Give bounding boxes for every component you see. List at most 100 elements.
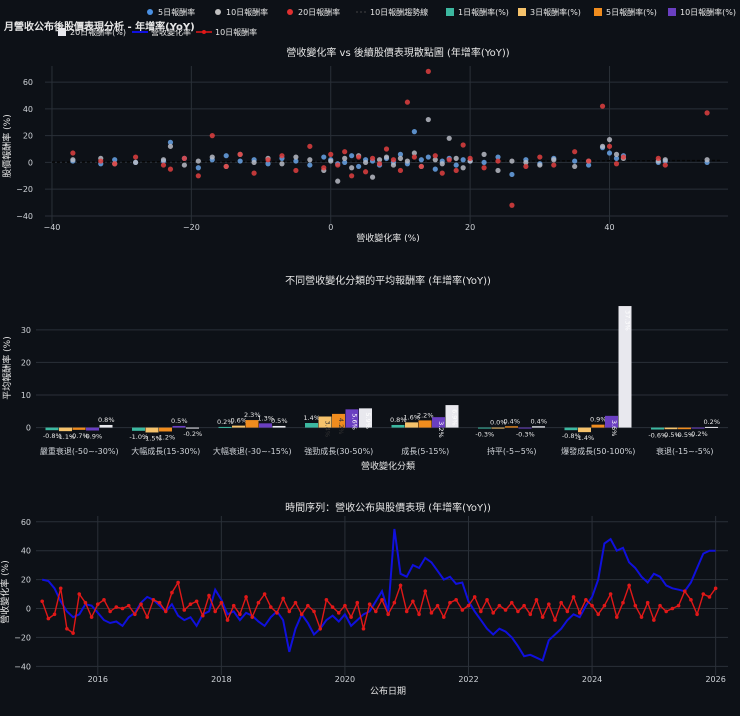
bar-1-2 (218, 426, 232, 428)
legend[interactable]: 5日報酬率 10日報酬率 20日報酬率 10日報酬趨勢線 1日報酬率(%) 3日報酬率(%… (58, 7, 736, 37)
point-10-3 (349, 165, 355, 171)
marker-10-48 (336, 611, 341, 615)
point-5-13 (418, 157, 424, 163)
marker-10-33 (244, 595, 248, 599)
point-10-1 (335, 178, 341, 184)
bar-3-3 (318, 416, 332, 428)
bar-10-1 (172, 425, 186, 428)
point-10-5 (362, 159, 369, 166)
marker-10-32 (238, 612, 242, 617)
point-10-11 (404, 158, 411, 164)
bar-10-7 (691, 427, 705, 429)
point-10--5 (293, 154, 299, 160)
point-20--13 (237, 151, 243, 157)
point-20--1 (321, 165, 327, 171)
point-10-19 (460, 165, 466, 171)
marker-10-25 (194, 599, 199, 604)
bar-label-20-6: 37.3% (623, 310, 631, 331)
marker-10-84 (559, 600, 563, 605)
point-20-14 (425, 68, 431, 74)
marker-10-85 (565, 609, 570, 614)
marker-10-90 (596, 612, 601, 617)
bar-1-4 (391, 424, 405, 428)
bar-label-1-1: -1.0% (129, 433, 148, 441)
ts-ytick: 40 (21, 547, 31, 556)
bar-xlabel: 營收變化分類 (361, 460, 415, 472)
bar-label-10-1: 0.5% (171, 417, 188, 425)
page-title: 月營收公布後股價表現分析 - 年增率(YoY) (3, 20, 195, 33)
marker-10-62 (423, 589, 428, 593)
scatter-grid: −40 −20 0 20 40 60 −40 −20 0 20 40 (16, 66, 728, 232)
point-5-14 (425, 154, 431, 160)
bar-label-20-7: 0.2% (703, 418, 720, 426)
marker-10-101 (664, 609, 669, 614)
bar-label-3-7: -0.5% (662, 431, 681, 439)
bar-5-0 (72, 427, 86, 430)
bar-1-6 (564, 427, 578, 431)
legend-marker-2 (287, 9, 293, 15)
legend-label-7: 10日報酬率(%) (680, 7, 736, 17)
point-10--19 (195, 158, 201, 164)
marker-10-108 (707, 595, 712, 599)
bar-label-1-7: -0.6% (648, 432, 667, 440)
point-10-41 (613, 151, 620, 157)
point-20-10 (397, 167, 404, 174)
marker-10-38 (275, 611, 279, 615)
marker-10-70 (472, 595, 477, 599)
bar-label-3-0: -1.1% (56, 433, 75, 441)
bar-5-2 (245, 420, 259, 428)
point-20--7 (279, 153, 285, 159)
point-10-0 (328, 158, 334, 164)
marker-10-7 (83, 600, 88, 605)
point-20--31 (112, 161, 118, 167)
marker-10-26 (201, 613, 205, 618)
marker-10-83 (553, 618, 557, 622)
point-10-12 (411, 150, 417, 156)
marker-10-53 (367, 602, 372, 606)
bar-5-3 (332, 413, 345, 428)
point-5-18 (453, 162, 459, 168)
marker-10-78 (522, 603, 526, 608)
point-5--13 (237, 158, 243, 164)
timeseries-ylabel: 營收變化率 (%) (0, 560, 11, 623)
legend-label-6: 5日報酬率(%) (606, 7, 657, 17)
point-20-19 (460, 142, 466, 148)
point-5-40 (606, 150, 613, 156)
bar-label-10-0: -0.9% (83, 433, 102, 441)
marker-10-20 (163, 609, 168, 614)
marker-10-92 (608, 592, 613, 596)
bar-20-0 (99, 424, 113, 428)
point-20-30 (537, 154, 543, 160)
bar-title: 不同營收變化分類的平均報酬率 (年增率(YoY)) (285, 274, 491, 287)
scatter-xtick: 0 (328, 223, 333, 232)
marker-10-82 (547, 602, 551, 606)
point-10--21 (181, 162, 187, 168)
marker-10-11 (108, 609, 112, 614)
marker-10-5 (71, 631, 75, 635)
bar-label-1-6: -0.8% (562, 432, 581, 440)
point-20-28 (523, 163, 529, 170)
point-20--24 (160, 162, 167, 168)
marker-10-69 (466, 603, 471, 608)
bar-20-4 (445, 405, 459, 428)
point-5-24 (495, 154, 501, 160)
legend-label-9: 營收變化率 (151, 27, 191, 37)
marker-10-73 (491, 611, 496, 615)
point-10-8 (383, 154, 390, 160)
point-20-22 (481, 165, 487, 171)
marker-10-93 (614, 615, 619, 619)
timeseries-lines (40, 528, 718, 662)
point-10--23 (167, 143, 174, 149)
bar-10-4 (432, 417, 445, 428)
ts-ytick: −40 (14, 662, 31, 671)
bar-10-0 (86, 427, 99, 431)
ts-ytick: 0 (26, 605, 31, 614)
point-20-54 (704, 110, 710, 116)
point-5-12 (411, 129, 417, 135)
bar-3-1 (145, 427, 159, 433)
scatter-ylabel: 股價報酬率 (%) (1, 114, 13, 177)
category-label-4: 成長(5-15%) (401, 446, 449, 456)
point-5-4 (356, 163, 362, 170)
point-20-15 (432, 153, 438, 159)
marker-10-44 (312, 609, 316, 614)
